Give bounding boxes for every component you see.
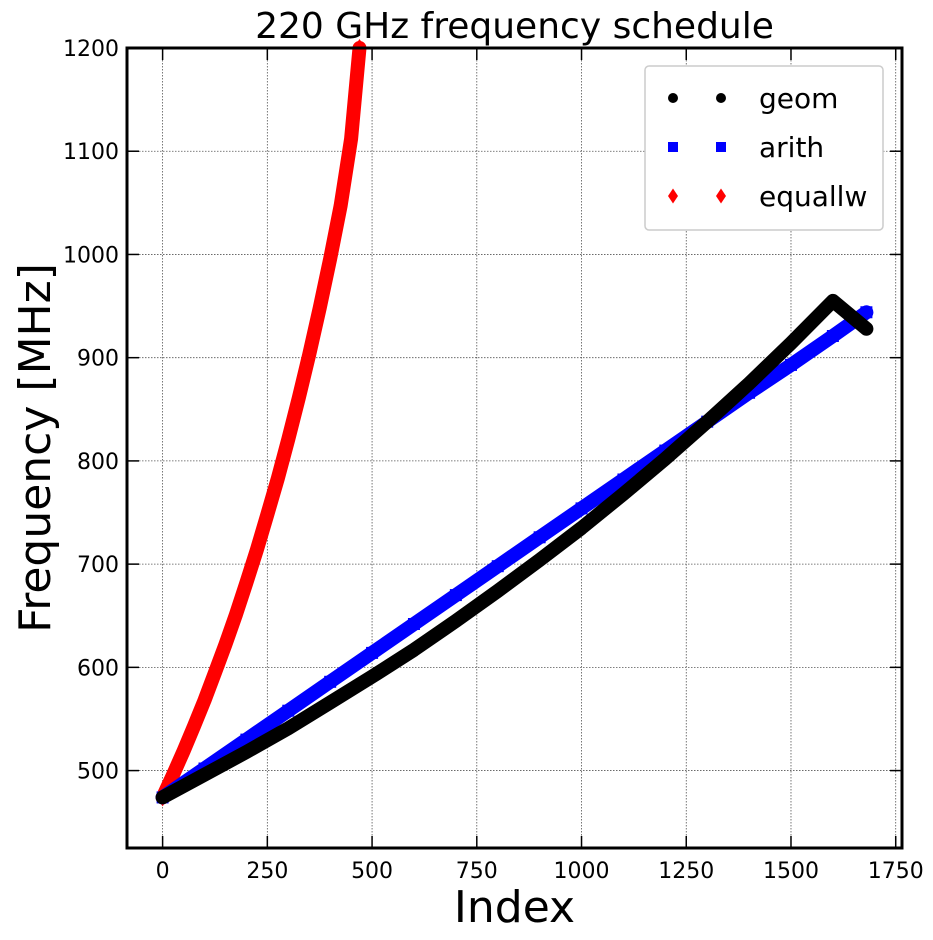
data-point-geom: [240, 746, 253, 758]
y-axis-title: Frequency [MHz]: [10, 263, 61, 633]
data-point-equallw: [282, 430, 295, 449]
data-point-arith: [366, 646, 379, 659]
y-tick-label: 500: [77, 760, 119, 785]
y-tick-label: 1100: [63, 140, 119, 165]
data-point-equallw: [345, 129, 358, 148]
data-point-geom: [701, 415, 714, 428]
data-point-geom: [324, 696, 337, 709]
data-point-geom: [491, 584, 504, 597]
series-line-geom: [155, 293, 874, 805]
data-point-equallw: [208, 663, 221, 682]
data-point-equallw: [219, 635, 232, 654]
legend-box: [644, 65, 884, 231]
data-point-geom: [575, 522, 588, 534]
data-point-equallw: [177, 741, 190, 760]
data-point-equallw: [292, 388, 305, 407]
data-point-geom: [860, 322, 873, 335]
legend-item-equallw: equallw: [668, 180, 867, 213]
x-tick-label: 1000: [554, 859, 610, 884]
legend-marker-geom: [716, 93, 726, 103]
axis-ticks: 0 250 500 750 1000 1250 1500 1750 500 600 700 800 90…: [63, 37, 924, 884]
data-point-equallw: [167, 765, 180, 784]
data-point-arith: [575, 502, 588, 515]
series-arith: [155, 305, 874, 805]
data-point-geom: [407, 643, 420, 656]
data-point-geom: [617, 487, 630, 500]
data-point-equallw: [250, 540, 263, 559]
series-geom: [155, 293, 874, 805]
legend: geom arith equallw: [644, 65, 884, 231]
data-point-arith: [860, 306, 873, 319]
legend-item-geom: geom: [668, 82, 838, 115]
data-point-geom: [743, 377, 756, 390]
x-tick-label: 1500: [763, 859, 819, 884]
data-point-equallw: [271, 469, 284, 488]
legend-marker-geom: [668, 93, 678, 103]
data-point-equallw: [334, 196, 347, 215]
y-tick-label: 600: [77, 656, 119, 681]
y-tick-label: 800: [77, 450, 119, 475]
data-point-arith: [533, 531, 546, 544]
legend-label-geom: geom: [759, 82, 838, 115]
data-point-geom: [156, 791, 169, 804]
x-tick-label: 250: [246, 859, 288, 884]
data-point-geom: [282, 722, 295, 735]
data-point-geom: [826, 294, 839, 307]
data-point-equallw: [324, 249, 337, 268]
data-point-arith: [784, 358, 797, 371]
y-tick-label: 1200: [63, 37, 119, 62]
data-point-equallw: [229, 605, 242, 624]
data-point-equallw: [188, 717, 201, 736]
y-tick-label: 700: [77, 553, 119, 578]
x-tick-label: 750: [456, 859, 498, 884]
legend-marker-arith: [668, 142, 678, 152]
data-point-geom: [366, 670, 379, 683]
data-point-equallw: [240, 573, 253, 592]
x-axis-title: Index: [454, 882, 575, 933]
data-point-arith: [449, 589, 462, 602]
plot-area: [155, 39, 874, 807]
x-tick-label: 1750: [868, 859, 924, 884]
data-point-arith: [826, 330, 839, 342]
data-point-equallw: [198, 691, 211, 710]
legend-marker-equallw: [668, 188, 678, 204]
data-point-geom: [659, 452, 672, 465]
data-point-arith: [407, 618, 420, 630]
data-point-geom: [784, 337, 797, 350]
data-point-equallw: [261, 505, 274, 524]
x-tick-label: 500: [351, 859, 393, 884]
legend-item-arith: arith: [668, 131, 824, 164]
chart-title: 220 GHz frequency schedule: [255, 6, 774, 47]
data-point-equallw: [313, 299, 326, 318]
data-point-geom: [198, 768, 211, 781]
data-point-arith: [282, 704, 295, 717]
series-equallw: [155, 39, 367, 807]
legend-marker-equallw: [716, 188, 726, 204]
y-tick-label: 1000: [63, 243, 119, 268]
data-point-geom: [449, 614, 462, 627]
legend-label-equallw: equallw: [759, 180, 867, 213]
data-point-geom: [533, 554, 546, 566]
plot-frame: [125, 46, 904, 850]
legend-marker-arith: [716, 142, 726, 152]
data-point-arith: [491, 560, 504, 573]
series-line-arith: [155, 305, 874, 805]
x-tick-label: 1250: [658, 859, 714, 884]
data-point-arith: [324, 675, 337, 688]
y-tick-label: 900: [77, 347, 119, 372]
legend-label-arith: arith: [759, 131, 824, 164]
data-point-equallw: [303, 345, 316, 364]
x-tick-label: 0: [156, 859, 170, 884]
